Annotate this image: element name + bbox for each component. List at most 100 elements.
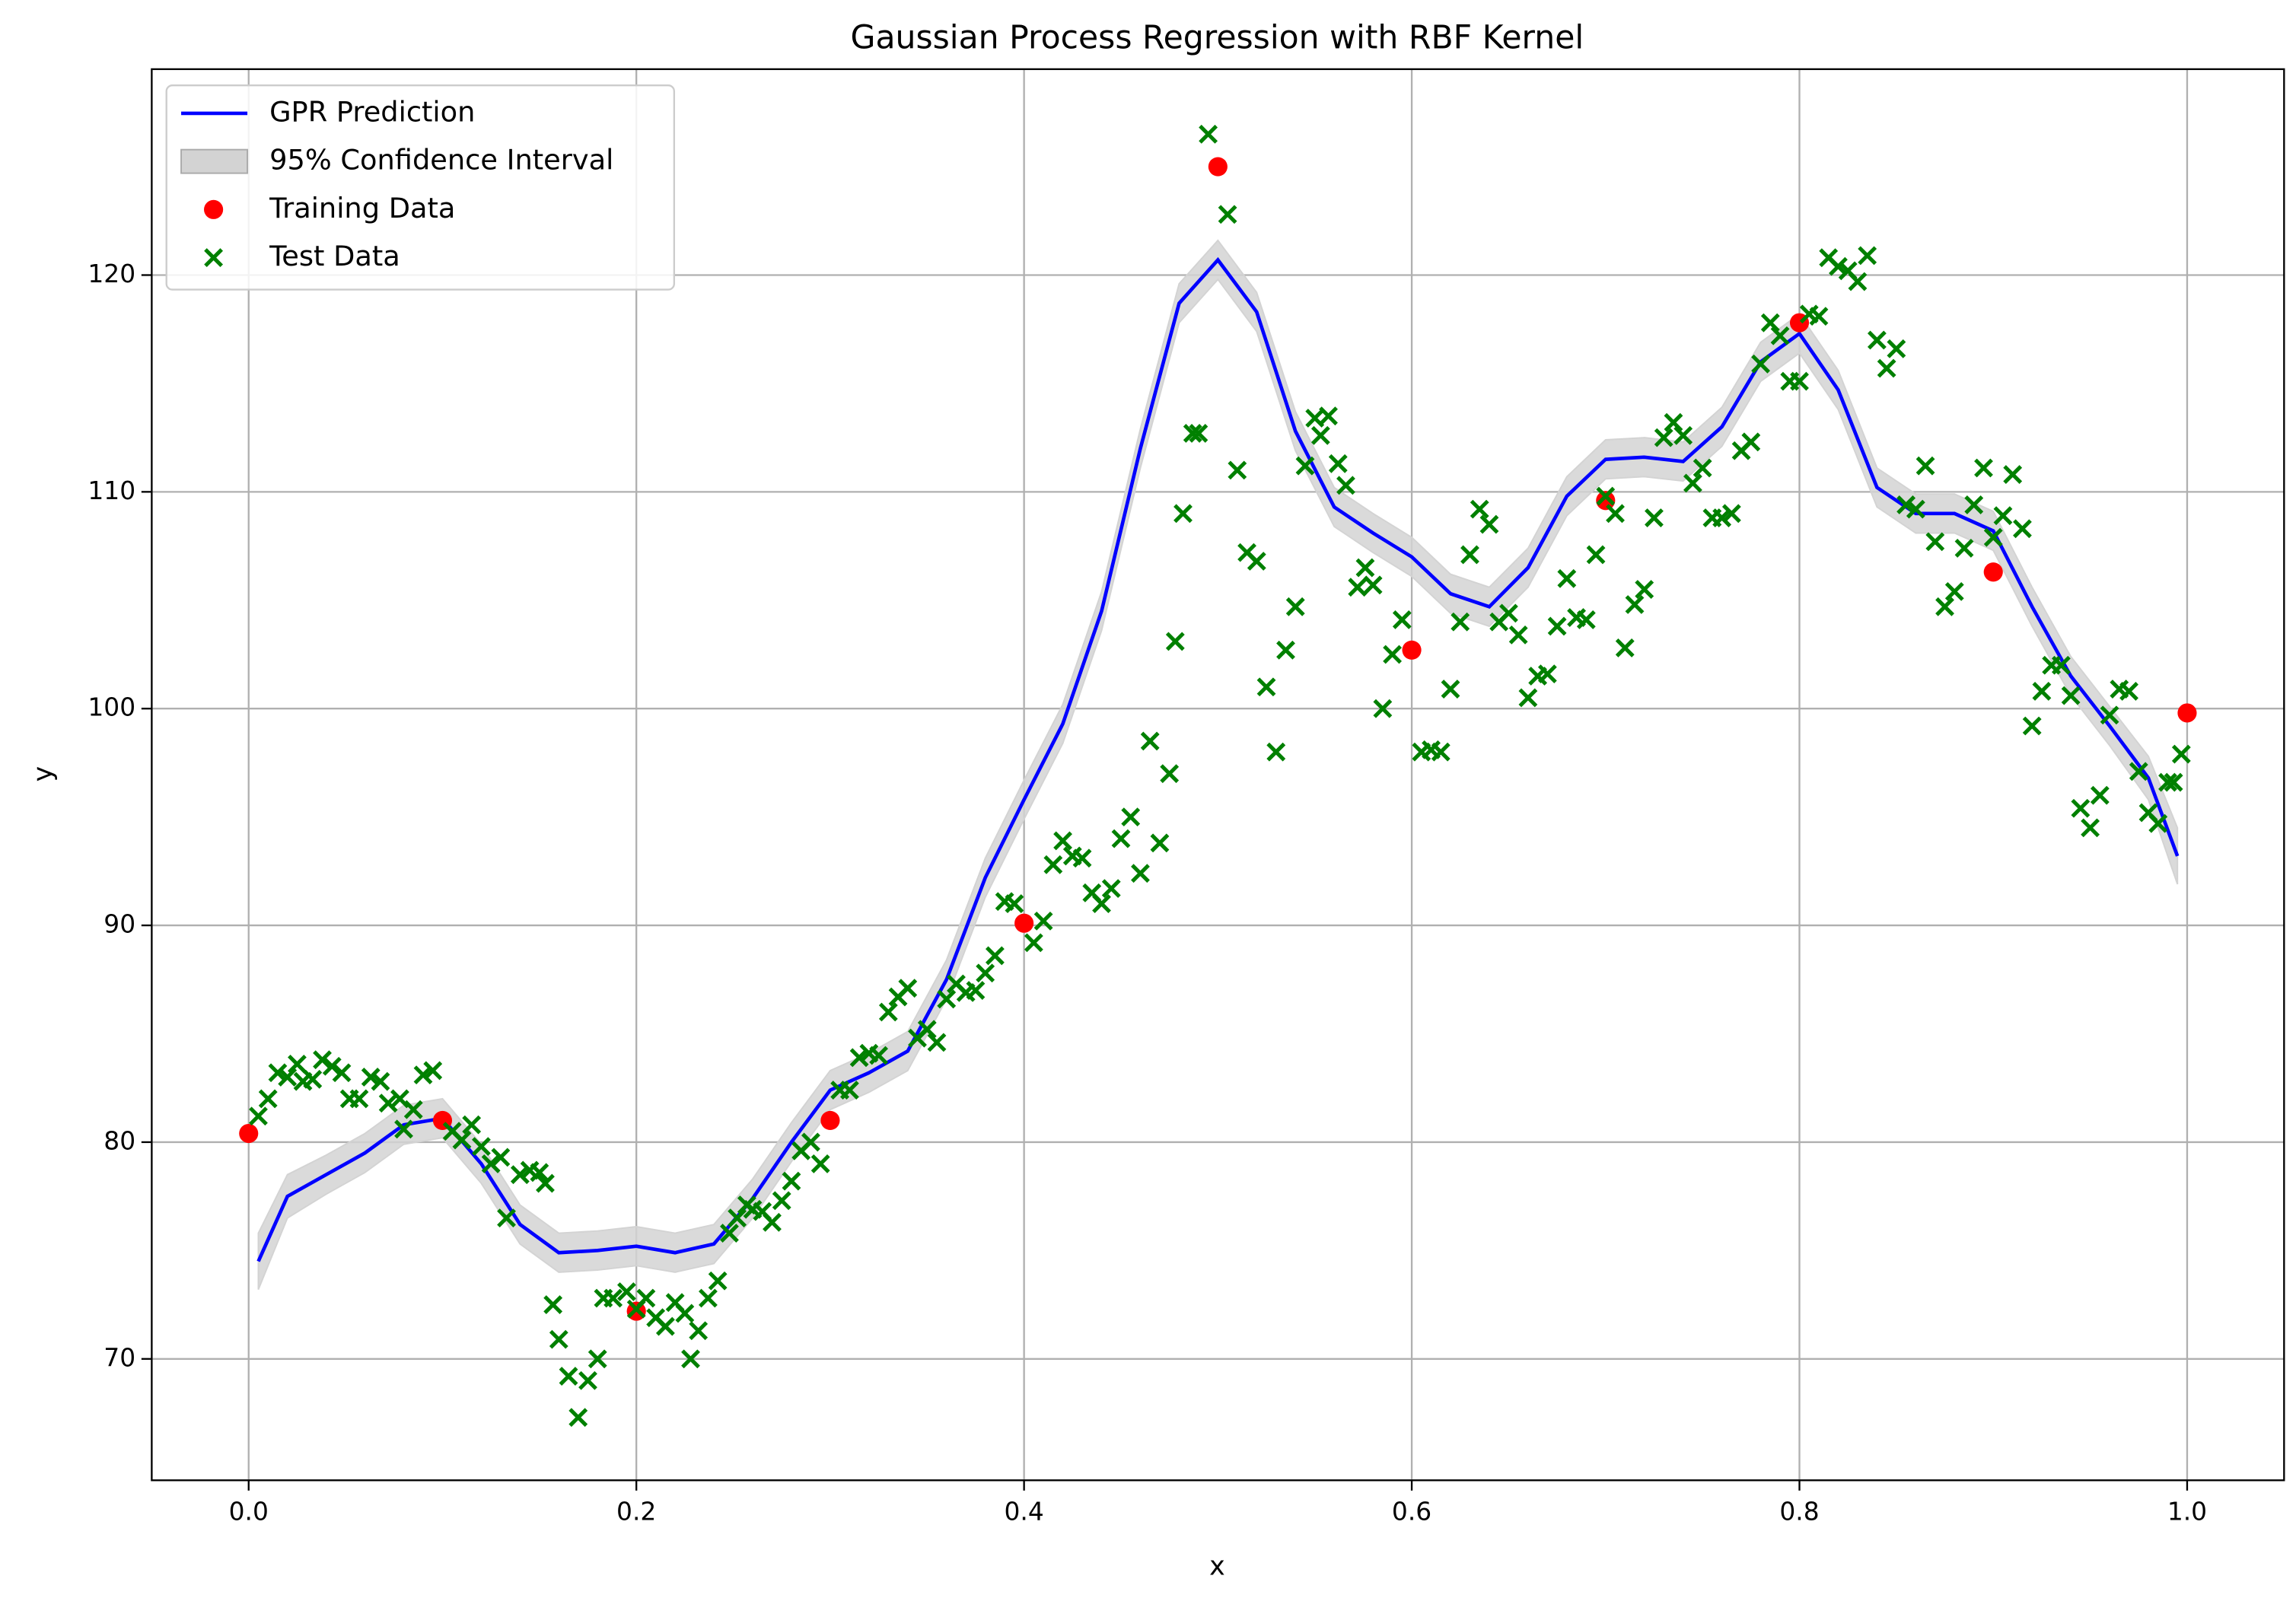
test-point xyxy=(394,1119,413,1139)
test-point xyxy=(1183,424,1202,443)
test-point xyxy=(636,1288,656,1308)
test-point xyxy=(617,1282,636,1301)
test-point xyxy=(1645,508,1664,527)
training-point xyxy=(820,1110,840,1131)
legend-marker xyxy=(204,199,224,219)
test-point xyxy=(772,1191,791,1211)
test-point xyxy=(1328,454,1348,473)
test-point xyxy=(1954,539,1974,558)
test-point xyxy=(1664,412,1683,432)
test-point xyxy=(1635,580,1654,599)
test-point xyxy=(2100,705,2119,725)
test-point xyxy=(1247,552,1266,571)
test-point xyxy=(491,1148,511,1167)
test-point xyxy=(1165,632,1185,651)
training-point xyxy=(239,1123,259,1144)
test-point xyxy=(510,1165,530,1185)
test-point xyxy=(313,1050,332,1070)
test-point xyxy=(763,1212,782,1232)
test-point xyxy=(1790,371,1809,391)
test-point xyxy=(1121,807,1141,827)
test-point xyxy=(2051,655,2071,675)
legend-box xyxy=(165,84,676,291)
test-point xyxy=(423,1061,443,1081)
y-tick-label: 110 xyxy=(88,476,135,505)
test-point xyxy=(1915,456,1935,476)
test-point xyxy=(1887,339,1906,358)
test-point xyxy=(481,1154,501,1173)
test-point xyxy=(839,1081,859,1100)
test-point xyxy=(1809,307,1829,326)
test-point xyxy=(1228,460,1247,480)
legend-label: Training Data xyxy=(269,192,455,224)
test-point xyxy=(268,1063,288,1083)
test-point xyxy=(1276,640,1295,660)
test-point xyxy=(937,989,957,1009)
x-tick-label: 0.6 xyxy=(1392,1496,1431,1526)
test-point xyxy=(1363,575,1383,595)
test-point xyxy=(603,1288,623,1308)
test-point xyxy=(1547,616,1567,636)
test-point xyxy=(258,1089,278,1109)
test-point xyxy=(2032,682,2052,701)
test-point xyxy=(1867,330,1887,350)
x-tick-label: 0.4 xyxy=(1004,1496,1043,1526)
test-point xyxy=(917,1020,937,1039)
test-point xyxy=(1896,495,1916,514)
test-point xyxy=(1974,458,1993,478)
test-point xyxy=(462,1115,482,1135)
legend-label: 95% Confidence Interval xyxy=(269,144,613,177)
test-point xyxy=(849,1048,869,1068)
test-point xyxy=(413,1065,433,1085)
test-point xyxy=(1199,124,1218,144)
test-point xyxy=(810,1154,830,1173)
plot-layer xyxy=(239,124,2197,1428)
test-point xyxy=(559,1367,578,1386)
test-point xyxy=(2158,772,2177,792)
test-point xyxy=(1712,508,1732,527)
test-point xyxy=(1944,581,1964,601)
x-tick-label: 0.2 xyxy=(616,1496,656,1526)
y-tick-label: 100 xyxy=(88,692,135,722)
test-point xyxy=(303,1069,323,1089)
test-point xyxy=(1053,831,1072,851)
test-point xyxy=(1295,456,1315,476)
test-point xyxy=(322,1056,342,1076)
test-point xyxy=(1092,894,1111,913)
test-point xyxy=(655,1316,675,1336)
test-point xyxy=(927,1033,947,1052)
legend-label: GPR Prediction xyxy=(269,95,475,128)
test-point xyxy=(2148,813,2168,833)
confidence-band xyxy=(257,239,2179,1290)
test-point xyxy=(1829,256,1848,276)
test-point xyxy=(1285,597,1305,616)
test-point xyxy=(689,1321,709,1341)
test-point xyxy=(708,1271,728,1291)
test-point xyxy=(1586,545,1606,565)
test-point xyxy=(1993,506,2013,526)
test-point xyxy=(1741,432,1761,452)
test-point xyxy=(2090,785,2110,805)
test-point xyxy=(1150,833,1170,853)
test-point xyxy=(2081,818,2100,838)
test-point xyxy=(288,1054,307,1074)
test-point xyxy=(898,979,918,998)
test-point xyxy=(1615,638,1635,657)
test-point xyxy=(1431,742,1451,762)
test-point xyxy=(1557,568,1577,588)
test-point xyxy=(1606,504,1625,524)
test-point xyxy=(1256,677,1276,697)
test-point xyxy=(1751,354,1770,374)
test-point xyxy=(1935,597,1954,616)
test-point xyxy=(1131,864,1150,883)
test-point xyxy=(1470,499,1489,519)
test-point xyxy=(1673,425,1693,445)
test-point xyxy=(1355,558,1375,578)
test-point xyxy=(371,1071,390,1091)
training-point xyxy=(1208,157,1228,177)
test-point xyxy=(1266,742,1286,762)
test-point xyxy=(332,1063,352,1083)
test-point xyxy=(1383,645,1403,664)
y-tick-label: 120 xyxy=(88,259,135,288)
